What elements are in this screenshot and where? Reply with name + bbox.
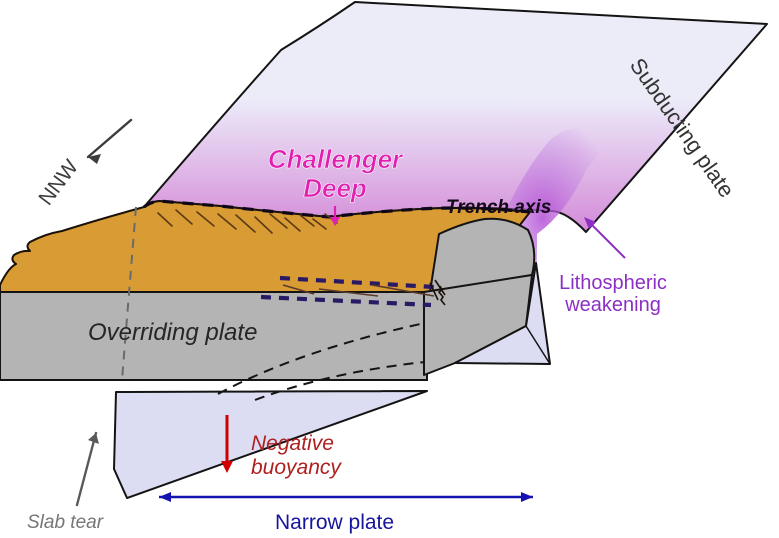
svg-text:weakening: weakening — [564, 294, 661, 316]
svg-text:Deep: Deep — [303, 173, 367, 203]
svg-text:NNW: NNW — [34, 156, 83, 210]
svg-text:Overriding plate: Overriding plate — [88, 319, 257, 346]
svg-text:Narrow plate: Narrow plate — [275, 511, 394, 534]
svg-text:buoyancy: buoyancy — [251, 456, 342, 479]
svg-text:Challenger: Challenger — [268, 144, 404, 174]
svg-text:Negative: Negative — [251, 432, 334, 455]
svg-text:Trench axis: Trench axis — [446, 197, 551, 218]
svg-text:Slab tear: Slab tear — [27, 512, 104, 533]
svg-text:Lithospheric: Lithospheric — [559, 272, 667, 294]
